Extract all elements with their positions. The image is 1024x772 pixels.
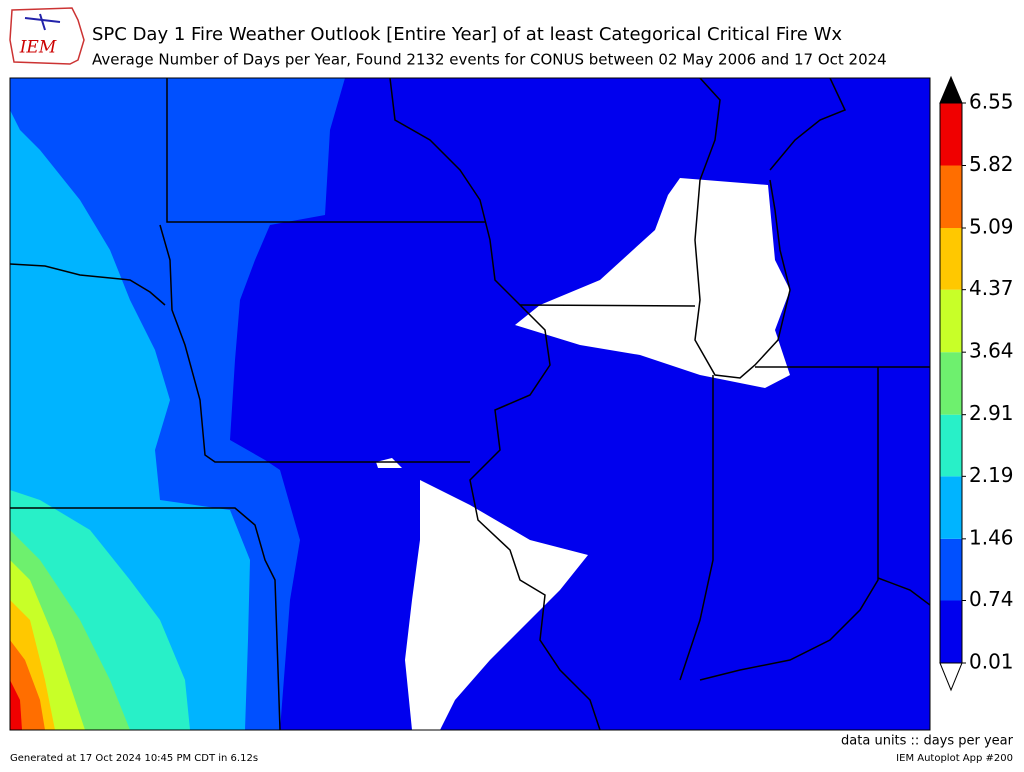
colorbar-band	[940, 476, 962, 539]
map-frame	[9, 77, 931, 731]
colorbar-tick-label: 0.74	[969, 587, 1014, 611]
colorbar-tick-label: 4.37	[969, 276, 1014, 300]
colorbar-band	[940, 600, 962, 663]
units-label: data units :: days per year	[841, 734, 1014, 749]
colorbar-band	[940, 538, 962, 601]
colorbar-under	[939, 662, 963, 692]
state-borders	[10, 78, 930, 730]
colorbar-over	[939, 75, 963, 104]
colorbar-band	[940, 289, 962, 353]
colorbar-band	[940, 414, 962, 477]
subtitle: Average Number of Days per Year, Found 2…	[92, 51, 887, 69]
map	[9, 77, 931, 731]
colorbar-tick-label: 2.91	[969, 401, 1014, 425]
colorbar-tick-label: 5.82	[969, 152, 1014, 176]
colorbar-band	[940, 228, 962, 290]
no-data	[376, 458, 402, 468]
logo: IEM	[9, 7, 85, 65]
title: SPC Day 1 Fire Weather Outlook [Entire Y…	[92, 24, 842, 45]
colorbar-band	[940, 352, 962, 415]
colorbar-tick-label: 0.01	[969, 650, 1014, 674]
no-data	[405, 480, 588, 730]
colorbar-frame	[939, 102, 963, 664]
colorbar-tick-label: 2.19	[969, 463, 1014, 487]
colorbar-tick-label: 6.55	[969, 90, 1014, 114]
colorbar-band	[940, 103, 962, 166]
colorbar-tick-label: 1.46	[969, 525, 1014, 549]
colorbar-tick-label: 3.64	[969, 339, 1014, 363]
footer-app: IEM Autoplot App #200	[896, 753, 1013, 764]
colorbar-tick-label: 5.09	[969, 215, 1014, 239]
colorbar: 0.01 0.74 1.46 2.19 2.91 3.64 4.37 5.09 5.82 6.55	[939, 75, 1014, 692]
no-data	[515, 178, 790, 388]
logo-text: IEM	[19, 38, 57, 58]
colorbar-band	[940, 165, 962, 229]
region	[10, 680, 22, 730]
footer-generated: Generated at 17 Oct 2024 10:45 PM CDT in…	[10, 753, 258, 764]
